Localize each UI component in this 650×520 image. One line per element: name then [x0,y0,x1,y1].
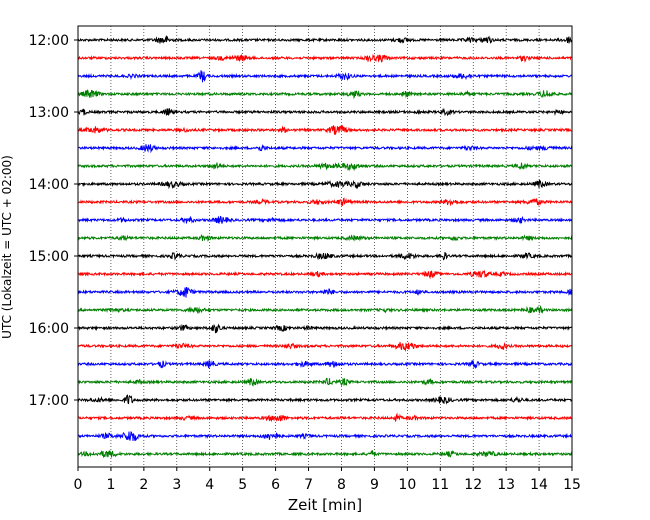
x-tick-label: 15 [563,477,581,493]
seismic-trace [77,360,573,370]
y-tick-label: 15:00 [29,249,69,265]
seismic-trace [77,53,573,63]
traces-group [77,35,573,459]
seismic-trace [77,162,573,172]
seismic-trace [77,342,573,353]
x-tick-label: 8 [337,477,346,493]
seismic-trace [77,233,573,242]
plot-background [78,26,572,467]
seismic-trace [77,269,573,280]
x-tick-label: 14 [530,477,548,493]
seismic-trace [77,35,573,44]
plot-frame [77,25,573,468]
seismic-trace [77,89,573,100]
x-tick-label: 13 [497,477,515,493]
x-axis: 0 1 2 3 4 5 6 7 8 9 10 11 12 13 14 15 [74,467,581,493]
seismic-trace [77,305,573,314]
seismic-trace [77,394,573,405]
seismic-trace [77,179,573,190]
y-tick-label: 13:00 [29,105,69,121]
seismic-trace [77,251,573,261]
y-axis-label: UTC (Lokalzeit = UTC + 02:00) [0,155,14,339]
y-tick-label: 14:00 [29,177,69,193]
x-tick-label: 11 [431,477,449,493]
x-tick-label: 1 [106,477,115,493]
y-tick-label: 17:00 [29,393,69,409]
seismic-trace [77,286,573,298]
x-axis-label: Zeit [min] [288,496,362,514]
y-tick-label: 16:00 [29,321,69,337]
y-tick-label: 12:00 [29,33,69,49]
seismic-trace [77,107,573,117]
x-tick-label: 10 [398,477,416,493]
seismic-trace [77,377,573,387]
seismic-trace [77,70,573,83]
x-tick-label: 2 [139,477,148,493]
seismic-trace [77,197,573,207]
seismic-trace [77,449,573,459]
seismic-trace [77,412,573,423]
x-tick-label: 12 [464,477,482,493]
seismic-trace [77,143,573,154]
x-tick-label: 5 [238,477,247,493]
x-tick-label: 6 [271,477,280,493]
x-tick-label: 3 [172,477,181,493]
x-tick-label: 0 [74,477,83,493]
x-tick-label: 4 [205,477,214,493]
seismic-trace [77,430,573,442]
x-tick-label: 7 [304,477,313,493]
x-tick-label: 9 [370,477,379,493]
seismic-trace [77,124,573,135]
y-axis: 12:00 13:00 14:00 15:00 16:00 17:00 [29,33,78,409]
seismic-trace [77,323,573,334]
seismic-trace [77,215,573,225]
